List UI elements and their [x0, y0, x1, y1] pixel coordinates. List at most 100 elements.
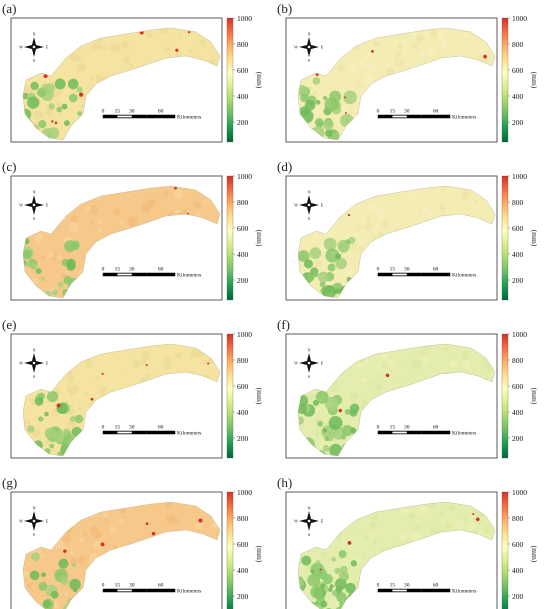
north-arrow-icon: N S E W	[19, 348, 49, 380]
map-panel: (b) N S E W 0 15 30 60 Kilometers 1000 800 600 400 200…	[277, 1, 539, 143]
compass-s: S	[33, 374, 35, 379]
legend-unit-label: (mm)	[530, 72, 539, 89]
compass-e: E	[46, 519, 49, 524]
scale-tick-label: 15	[390, 267, 396, 273]
scale-tick-label: 60	[158, 583, 164, 589]
scale-tick-label: 15	[115, 267, 121, 273]
legend-tick-label: 800	[512, 514, 524, 523]
scale-tick-label: 0	[102, 583, 105, 589]
scale-unit-label: Kilometers	[452, 273, 476, 279]
legend-tick-label: 200	[512, 434, 524, 443]
north-arrow-icon: N S E W	[19, 32, 49, 64]
legend-tick-label: 800	[512, 356, 524, 365]
color-legend: 1000 800 600 400 200 (mm)	[226, 172, 264, 301]
scale-tick-label: 0	[377, 267, 380, 273]
panel-label: (c)	[2, 159, 16, 174]
compass-e: E	[46, 361, 49, 366]
color-legend: 1000 800 600 400 200 (mm)	[226, 330, 264, 459]
legend-tick-label: 1000	[237, 488, 252, 497]
north-arrow-icon: N S E W	[294, 348, 324, 380]
legend-unit-label: (mm)	[255, 546, 264, 563]
scale-bar: 0 15 30 60 Kilometers	[102, 109, 202, 121]
scale-tick-label: 60	[433, 109, 439, 115]
legend-tick-label: 400	[237, 408, 249, 417]
scale-unit-label: Kilometers	[177, 431, 201, 437]
scale-tick-label: 15	[390, 425, 396, 431]
compass-s: S	[33, 216, 35, 221]
scale-bar: 0 15 30 60 Kilometers	[377, 583, 477, 595]
scale-tick-label: 0	[377, 583, 380, 589]
compass-w: W	[294, 45, 298, 50]
legend-tick-label: 600	[512, 66, 524, 75]
compass-n: N	[33, 506, 36, 511]
compass-n: N	[308, 348, 311, 353]
scale-tick-label: 30	[129, 267, 135, 273]
legend-tick-label: 200	[237, 434, 249, 443]
scale-bar: 0 15 30 60 Kilometers	[377, 109, 477, 121]
legend-tick-label: 1000	[237, 14, 252, 23]
scale-bar: 0 15 30 60 Kilometers	[377, 267, 477, 279]
scale-tick-label: 60	[158, 267, 164, 273]
legend-tick-label: 1000	[512, 172, 527, 181]
scale-tick-label: 30	[404, 583, 410, 589]
color-legend: 1000 800 600 400 200 (mm)	[501, 14, 539, 143]
scale-tick-label: 15	[115, 109, 121, 115]
color-legend: 1000 800 600 400 200 (mm)	[501, 488, 539, 609]
north-arrow-icon: N S E W	[19, 190, 49, 222]
legend-tick-label: 400	[512, 566, 524, 575]
map-panel: (h) N S E W 0 15 30 60 Kilometers 1000 800 600 400 200…	[277, 475, 539, 609]
compass-w: W	[19, 361, 23, 366]
compass-e: E	[321, 45, 324, 50]
legend-tick-label: 600	[237, 540, 249, 549]
legend-tick-label: 200	[237, 592, 249, 601]
legend-tick-label: 400	[237, 566, 249, 575]
legend-unit-label: (mm)	[530, 230, 539, 247]
color-legend: 1000 800 600 400 200 (mm)	[226, 488, 264, 609]
scale-tick-label: 15	[390, 583, 396, 589]
map-panel: (e) N S E W 0 15 30 60 Kilometers 1000 800 600 400 200…	[2, 317, 264, 459]
scale-tick-label: 0	[102, 425, 105, 431]
scale-bar: 0 15 30 60 Kilometers	[377, 425, 477, 437]
panel-label: (e)	[2, 317, 16, 332]
legend-tick-label: 200	[237, 276, 249, 285]
legend-tick-label: 1000	[237, 330, 252, 339]
legend-tick-label: 400	[237, 92, 249, 101]
panel-label: (h)	[277, 475, 292, 490]
legend-unit-label: (mm)	[255, 230, 264, 247]
scale-unit-label: Kilometers	[177, 115, 201, 121]
legend-unit-label: (mm)	[255, 72, 264, 89]
scale-tick-label: 0	[102, 109, 105, 115]
legend-tick-label: 200	[512, 276, 524, 285]
color-legend: 1000 800 600 400 200 (mm)	[501, 330, 539, 459]
compass-w: W	[294, 361, 298, 366]
scale-tick-label: 30	[404, 425, 410, 431]
scale-tick-label: 60	[158, 109, 164, 115]
panel-label: (b)	[277, 1, 292, 16]
legend-tick-label: 1000	[512, 488, 527, 497]
scale-tick-label: 30	[129, 425, 135, 431]
legend-tick-label: 800	[512, 198, 524, 207]
legend-tick-label: 200	[512, 592, 524, 601]
scale-tick-label: 30	[404, 109, 410, 115]
scale-unit-label: Kilometers	[452, 431, 476, 437]
north-arrow-icon: N S E W	[294, 190, 324, 222]
scale-bar: 0 15 30 60 Kilometers	[102, 425, 202, 437]
scale-tick-label: 15	[115, 583, 121, 589]
legend-tick-label: 800	[237, 40, 249, 49]
north-arrow-icon: N S E W	[294, 506, 324, 538]
compass-w: W	[294, 203, 298, 208]
legend-tick-label: 400	[512, 92, 524, 101]
scale-tick-label: 30	[404, 267, 410, 273]
scale-tick-label: 15	[115, 425, 121, 431]
compass-w: W	[19, 203, 23, 208]
north-arrow-icon: N S E W	[294, 32, 324, 64]
scale-bar: 0 15 30 60 Kilometers	[102, 583, 202, 595]
legend-tick-label: 800	[237, 198, 249, 207]
legend-tick-label: 400	[512, 408, 524, 417]
legend-tick-label: 200	[237, 118, 249, 127]
scale-unit-label: Kilometers	[452, 115, 476, 121]
north-arrow-icon: N S E W	[19, 506, 49, 538]
compass-s: S	[33, 532, 35, 537]
compass-w: W	[294, 519, 298, 524]
panel-label: (f)	[277, 317, 290, 332]
